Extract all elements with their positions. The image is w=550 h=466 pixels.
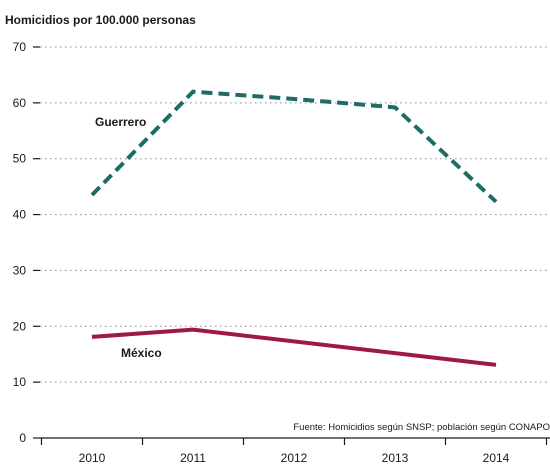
x-tick-label: 2014 (483, 451, 510, 465)
y-tick-label: 0 (19, 431, 26, 445)
chart-title: Homicidios por 100.000 personas (5, 13, 196, 27)
source-note: Fuente: Homicidios según SNSP; población… (293, 422, 550, 433)
y-axis-tick-labels: 0 10 20 30 40 50 60 70 (13, 40, 40, 445)
series (90, 89, 498, 367)
series-line-guerrero (90, 89, 498, 204)
y-tick-label: 70 (13, 40, 27, 54)
x-tick-label: 2010 (79, 451, 106, 465)
y-tick-label: 50 (13, 152, 27, 166)
y-tick-label: 20 (13, 319, 27, 333)
gridlines (40, 46, 550, 383)
y-tick-label: 60 (13, 96, 27, 110)
x-tick-label: 2013 (382, 451, 409, 465)
y-tick-label: 40 (13, 208, 27, 222)
series-label-guerrero: Guerrero (95, 115, 146, 129)
x-tick-label: 2011 (180, 451, 206, 465)
x-tick-label: 2012 (281, 451, 308, 465)
x-axis: 2010 2011 2012 2013 2014 (40, 438, 548, 465)
y-tick-label: 10 (13, 375, 27, 389)
series-line-mexico (91, 327, 497, 367)
y-tick-label: 30 (13, 263, 27, 277)
series-label-mexico: México (121, 346, 162, 360)
